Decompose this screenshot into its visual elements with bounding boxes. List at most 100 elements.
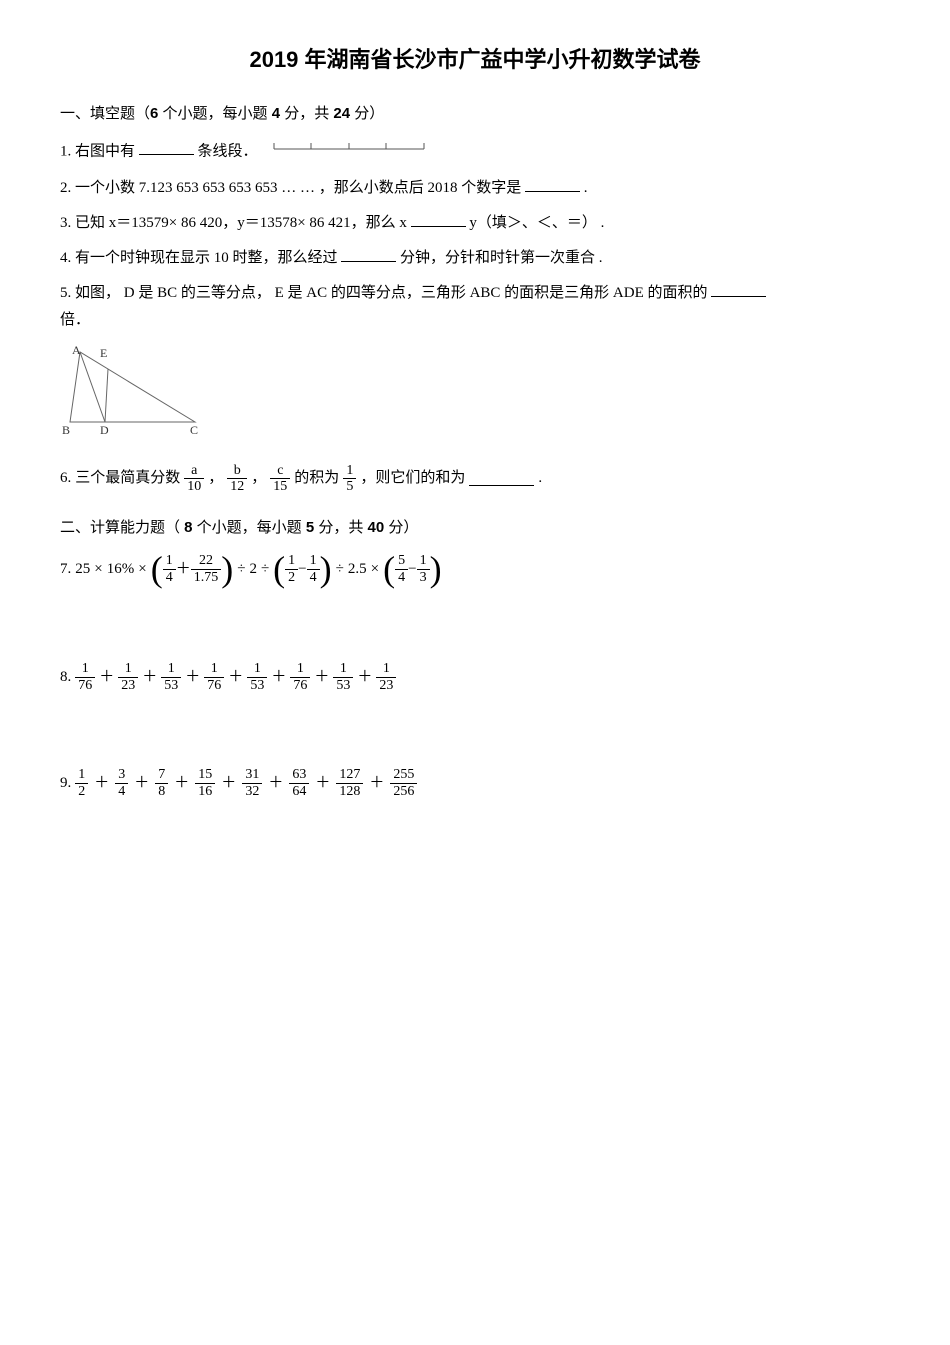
- section-2-header: 二、计算能力题（ 8 个小题，每小题 5 分，共 40 分）: [60, 514, 890, 541]
- question-3: 3. 已知 x＝13579× 86 420，y＝13578× 86 421，那么…: [60, 210, 890, 237]
- q8-f3: 153: [161, 661, 181, 693]
- q9-plus-4: ＋: [268, 770, 283, 797]
- sec1-total: 24: [333, 105, 350, 122]
- spacer-8: [60, 717, 890, 767]
- q9-plus-6: ＋: [369, 770, 384, 797]
- lparen-2: (: [273, 551, 285, 587]
- triangle-figure: A E B D C: [60, 342, 890, 447]
- q7-t3: 2: [249, 556, 257, 583]
- q8-f8: 123: [376, 661, 396, 693]
- q8-f7: 153: [333, 661, 353, 693]
- frac-a: a 10: [184, 463, 204, 495]
- q7-g1b: 22 1.75: [191, 553, 222, 585]
- q6-text-c: ，则它们的和为: [360, 465, 465, 492]
- q9-frac-7: 255256: [390, 767, 417, 799]
- section-1-header: 一、填空题（6 个小题，每小题 4 分，共 24 分）: [60, 100, 890, 127]
- question-1: 1. 右图中有 条线段．: [60, 137, 890, 167]
- q4-text-b: 分钟，分针和时针第一次重合 .: [400, 250, 603, 266]
- q4-blank: [341, 246, 396, 262]
- q9-frac-6: 127128: [336, 767, 363, 799]
- label-D: D: [100, 423, 109, 437]
- q4-text-a: 有一个时钟现在显示 10 时整，那么经过: [75, 250, 338, 266]
- q5-num: 5.: [60, 285, 71, 301]
- q7-t2: 16%: [107, 556, 135, 583]
- q8-f2: 123: [118, 661, 138, 693]
- q7-g3b: 1 3: [417, 553, 430, 585]
- q8-plus2: ＋: [142, 664, 157, 691]
- q6-blank: [469, 470, 534, 486]
- sec1-mid2: 分，共: [280, 105, 333, 122]
- q9-frac-5: 6364: [289, 767, 309, 799]
- q8-plus4: ＋: [228, 664, 243, 691]
- lparen-3: (: [383, 551, 395, 587]
- label-B: B: [62, 423, 70, 437]
- q4-num: 4.: [60, 250, 71, 266]
- sec1-mid1: 个小题，每小题: [158, 105, 271, 122]
- ruler-figure: [269, 137, 429, 167]
- q8-num: 8.: [60, 664, 71, 691]
- page-title: 2019 年湖南省长沙市广益中学小升初数学试卷: [60, 40, 890, 80]
- q6-comma2: ，: [251, 465, 266, 492]
- q9-plus-3: ＋: [221, 770, 236, 797]
- sec1-prefix: 一、填空题（: [60, 105, 150, 122]
- rparen-2: ): [320, 551, 332, 587]
- q7-g2b: 1 4: [307, 553, 320, 585]
- label-E: E: [100, 346, 107, 360]
- q1-num: 1.: [60, 143, 71, 159]
- q1-text-a: 右图中有: [75, 143, 139, 159]
- q5-text-b: 倍．: [60, 307, 890, 334]
- q7-t1: 25: [75, 556, 90, 583]
- sec2-count: 8: [184, 519, 192, 536]
- q2-num: 2.: [60, 180, 71, 196]
- q7-op5: ÷: [336, 556, 344, 583]
- q6-comma1: ，: [208, 465, 223, 492]
- sec2-mid2: 分，共: [314, 519, 367, 536]
- q7-op4: ÷: [261, 556, 269, 583]
- q8-plus6: ＋: [314, 664, 329, 691]
- q9-plus-5: ＋: [315, 770, 330, 797]
- q7-op3: ÷: [237, 556, 245, 583]
- q2-blank: [525, 176, 580, 192]
- frac-prod: 1 5: [343, 463, 356, 495]
- q8-f1: 176: [75, 661, 95, 693]
- q2-text-b: .: [584, 180, 588, 196]
- q9-frac-0: 12: [75, 767, 88, 799]
- question-4: 4. 有一个时钟现在显示 10 时整，那么经过 分钟，分针和时针第一次重合 .: [60, 245, 890, 272]
- sec2-suffix: 分）: [384, 519, 418, 536]
- question-8: 8. 176 ＋ 123 ＋ 153 ＋ 176 ＋ 153 ＋ 176 ＋ 1…: [60, 661, 890, 693]
- q7-group1: ( 1 4 ＋ 22 1.75 ): [151, 551, 234, 587]
- q9-num: 9.: [60, 770, 71, 797]
- label-A: A: [72, 343, 81, 357]
- lparen-1: (: [151, 551, 163, 587]
- rparen-3: ): [430, 551, 442, 587]
- sec1-score: 4: [272, 105, 280, 122]
- q7-g1-plus: ＋: [176, 556, 191, 583]
- question-2: 2. 一个小数 7.123 653 653 653 653 … … ，那么小数点…: [60, 175, 890, 202]
- question-5: 5. 如图， D 是 BC 的三等分点， E 是 AC 的四等分点，三角形 AB…: [60, 280, 890, 447]
- q8-plus7: ＋: [357, 664, 372, 691]
- q9-plus-2: ＋: [174, 770, 189, 797]
- spacer-7: [60, 611, 890, 661]
- q1-blank: [139, 139, 194, 155]
- q6-num: 6.: [60, 465, 71, 492]
- sec2-mid1: 个小题，每小题: [193, 519, 306, 536]
- q8-f6: 176: [290, 661, 310, 693]
- q7-g3a: 5 4: [395, 553, 408, 585]
- q9-plus-1: ＋: [134, 770, 149, 797]
- rparen-1: ): [221, 551, 233, 587]
- sec2-total: 40: [368, 519, 385, 536]
- q9-plus-0: ＋: [94, 770, 109, 797]
- q9-frac-4: 3132: [242, 767, 262, 799]
- frac-b: b 12: [227, 463, 247, 495]
- sec2-prefix: 二、计算能力题（: [60, 519, 184, 536]
- q7-g2-minus: −: [298, 556, 306, 583]
- sec2-score: 5: [306, 519, 314, 536]
- q2-text-a: 一个小数 7.123 653 653 653 653 … … ，那么小数点后 2…: [75, 180, 525, 196]
- q7-g2a: 1 2: [285, 553, 298, 585]
- question-6: 6. 三个最简真分数 a 10 ， b 12 ， c 15 的积为 1 5 ，则…: [60, 463, 890, 495]
- frac-c: c 15: [270, 463, 290, 495]
- q7-group3: ( 5 4 − 1 3 ): [383, 551, 441, 587]
- q7-g1a: 1 4: [163, 553, 176, 585]
- q3-blank: [411, 211, 466, 227]
- question-9: 9. 12＋34＋78＋1516＋3132＋6364＋127128＋255256: [60, 767, 890, 799]
